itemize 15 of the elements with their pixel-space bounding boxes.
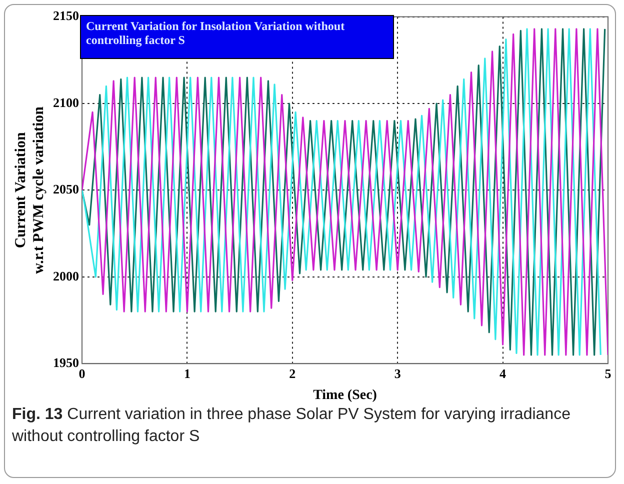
x-tick-label: 4 [500,366,507,381]
x-tick-label: 2 [289,366,296,381]
x-tick-label: 1 [184,366,190,381]
x-tick-label: 0 [78,366,86,381]
y-tick-label: 2100 [53,94,79,110]
x-tick-label: 3 [394,366,402,381]
y-tick-label: 2050 [53,182,79,197]
y-tick-label: 1950 [53,354,79,370]
y-axis-title: Current Variation w.r.t PWM cycle variation [12,106,47,274]
x-axis-title: Time (Sec) [313,388,378,404]
y-tick-label: 2000 [53,268,79,284]
x-tick-label: 5 [604,366,612,381]
text: Current Variation for Insolation Variation without controlling factor S [86,19,346,47]
caption: Fig. 13 Current variation in three phase Solar PV System for varying irradiance without controlling factor S [12,405,572,447]
y-tick-label: 2150 [53,8,79,24]
